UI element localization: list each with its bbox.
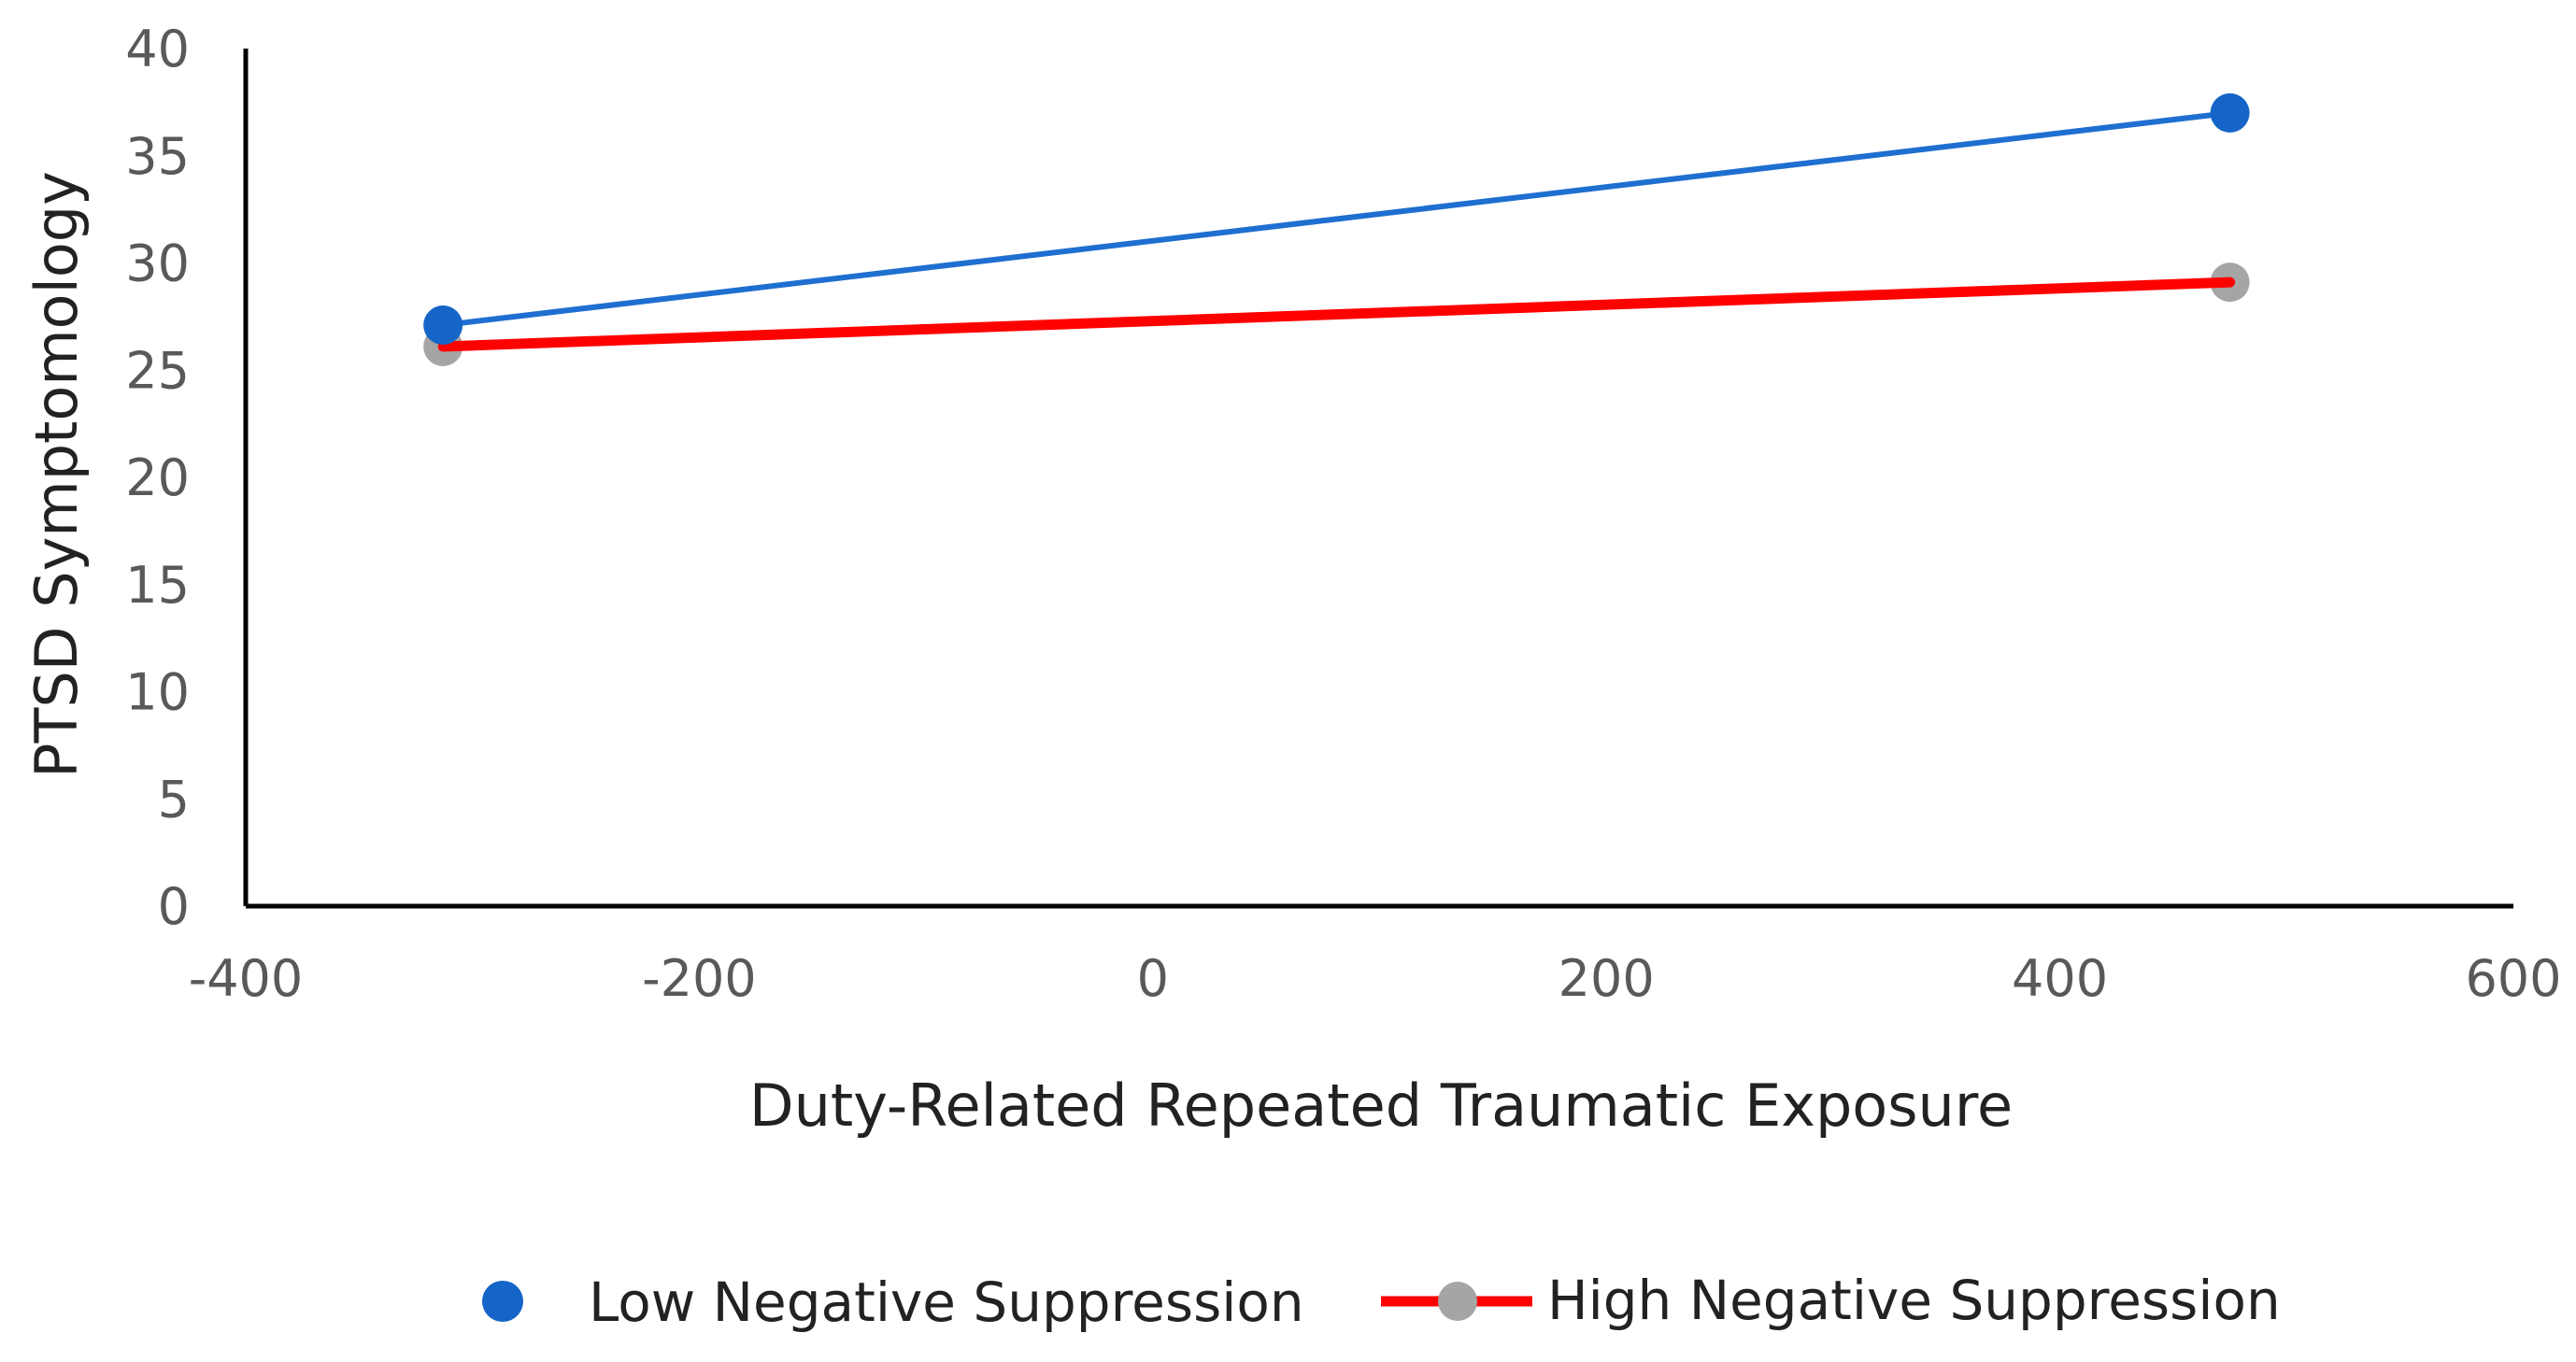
y-tick-labels: 0 5 10 15 20 25 30 35 40: [125, 20, 190, 936]
low-negative-suppression-line: [442, 109, 2230, 329]
series-layer: [423, 92, 2250, 367]
y-tick-label: 30: [125, 234, 190, 293]
x-tick-label: -200: [642, 949, 757, 1008]
legend-marker-high-negative-suppression: [1438, 1282, 1477, 1321]
y-tick-label: 15: [125, 556, 190, 615]
legend-marker-low-negative-suppression: [482, 1281, 523, 1322]
high-negative-suppression-line: [437, 277, 2236, 352]
legend-label-high-negative-suppression: High Negative Suppression: [1547, 1269, 2281, 1332]
low-negative-suppression-point: [2210, 92, 2250, 133]
y-tick-label: 35: [125, 127, 190, 186]
x-tick-label: -400: [189, 949, 304, 1008]
low-negative-suppression-point: [423, 305, 463, 346]
x-axis-title: Duty-Related Repeated Traumatic Exposure: [749, 1071, 2013, 1140]
x-tick-label: 400: [2012, 949, 2108, 1008]
y-tick-label: 20: [125, 448, 190, 507]
y-tick-label: 40: [125, 20, 190, 78]
legend: Low Negative Suppression High Negative S…: [482, 1269, 2281, 1334]
x-tick-labels: -400 -200 0 200 400 600: [189, 949, 2562, 1008]
x-tick-label: 600: [2465, 949, 2561, 1008]
y-tick-label: 10: [125, 663, 190, 722]
x-tick-label: 200: [1558, 949, 1655, 1008]
y-tick-label: 5: [158, 770, 190, 829]
x-tick-label: 0: [1137, 949, 1169, 1008]
y-tick-label: 0: [158, 877, 190, 936]
y-axis-title: PTSD Symptomology: [22, 171, 91, 778]
legend-label-low-negative-suppression: Low Negative Suppression: [589, 1270, 1304, 1334]
y-tick-label: 25: [125, 341, 190, 400]
